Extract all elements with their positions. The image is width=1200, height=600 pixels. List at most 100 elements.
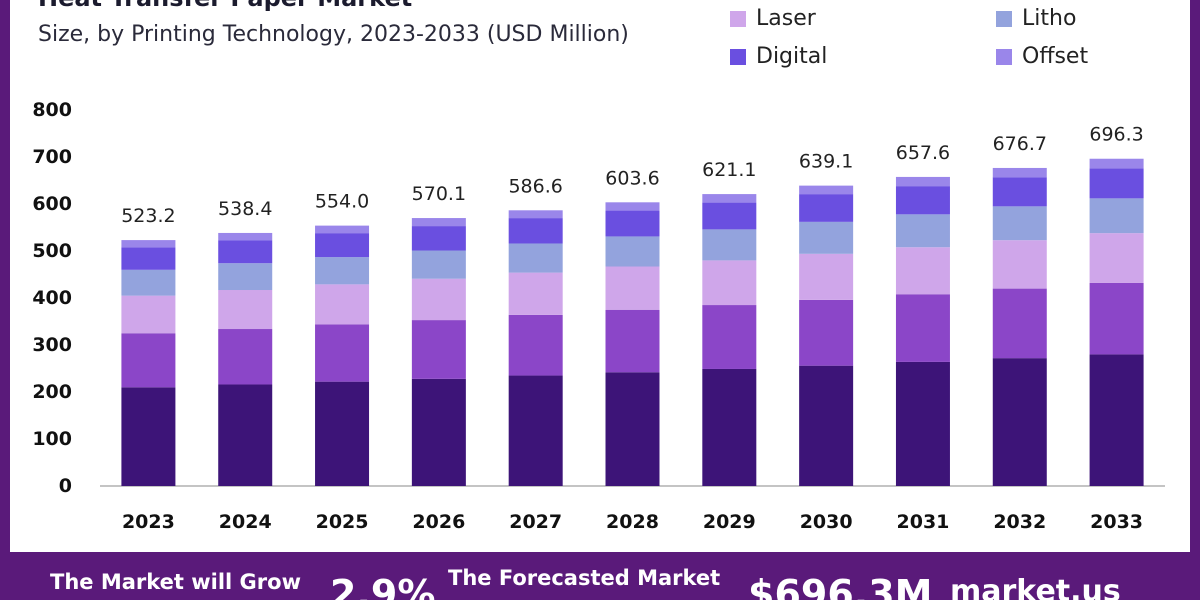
bar-segment bbox=[411, 378, 466, 486]
legend-swatch-laser bbox=[730, 10, 746, 27]
bar-segment bbox=[1089, 168, 1144, 199]
legend-item-offset: Offset bbox=[996, 44, 1088, 69]
bar-segment bbox=[508, 272, 563, 315]
x-tick-label: 2025 bbox=[316, 511, 369, 533]
bar-segment bbox=[218, 290, 273, 330]
bar-total-label: 639.1 bbox=[799, 151, 853, 173]
legend-label-litho: Litho bbox=[1022, 6, 1077, 31]
y-tick-label: 400 bbox=[32, 287, 72, 309]
bar-total-label: 554.0 bbox=[315, 191, 369, 213]
bar-segment bbox=[121, 387, 176, 486]
y-tick-label: 0 bbox=[59, 475, 72, 497]
legend-label-digital: Digital bbox=[756, 44, 828, 69]
y-tick-label: 100 bbox=[32, 428, 72, 450]
y-tick-label: 800 bbox=[32, 99, 72, 121]
bar-segment bbox=[315, 233, 370, 258]
bar-segment bbox=[605, 266, 660, 310]
x-tick-label: 2032 bbox=[993, 511, 1046, 533]
x-tick-label: 2031 bbox=[897, 511, 950, 533]
legend-label-laser: Laser bbox=[756, 6, 816, 31]
bar-segment bbox=[1089, 233, 1144, 283]
bar-segment bbox=[315, 257, 370, 285]
bar-chart: 0 100 200 300 400 500 600 700 800 523.2 2023 538.4 2… bbox=[32, 99, 1165, 533]
bar-segment bbox=[895, 176, 950, 187]
footer-banner: The Market will Grow 2.9% The Forecasted… bbox=[0, 552, 1200, 600]
bar-segment bbox=[218, 232, 273, 241]
bar-total-label: 696.3 bbox=[1089, 124, 1143, 146]
bar-segment bbox=[895, 361, 950, 486]
legend-swatch-digital bbox=[730, 48, 746, 65]
x-tick-label: 2033 bbox=[1090, 511, 1143, 533]
bar-segment bbox=[315, 381, 370, 486]
bar-total-label: 570.1 bbox=[412, 183, 466, 205]
legend-item-laser: Laser bbox=[730, 6, 816, 31]
bar-segment bbox=[605, 372, 660, 486]
bar-segment bbox=[799, 253, 854, 300]
x-tick-label: 2028 bbox=[606, 511, 659, 533]
bar-total-label: 538.4 bbox=[218, 198, 272, 220]
bar-segment bbox=[992, 177, 1047, 207]
legend-swatch-litho bbox=[996, 10, 1012, 27]
footer-grow-text: The Market will Grow bbox=[50, 570, 301, 594]
x-tick-label: 2023 bbox=[122, 511, 175, 533]
legend-label-offset: Offset bbox=[1022, 44, 1089, 69]
bar-segment bbox=[411, 278, 466, 321]
bar-segment bbox=[508, 375, 563, 486]
bar-segment bbox=[702, 229, 757, 261]
x-tick-label: 2026 bbox=[412, 511, 465, 533]
bar-segment bbox=[218, 329, 273, 385]
bar-total-label: 586.6 bbox=[508, 175, 562, 197]
bar-total-label: 676.7 bbox=[993, 133, 1047, 155]
footer-cagr-value: 2.9% bbox=[330, 572, 436, 600]
footer-forecast-value: $696.3M bbox=[748, 572, 933, 600]
bar-segment bbox=[702, 305, 757, 369]
bar-segment bbox=[1089, 282, 1144, 355]
bar-segment bbox=[605, 210, 660, 237]
bar-segment bbox=[605, 202, 660, 211]
bar-segment bbox=[1089, 354, 1144, 486]
bar-segment bbox=[411, 320, 466, 379]
bar-total-label: 523.2 bbox=[121, 205, 175, 227]
y-tick-label: 700 bbox=[32, 146, 72, 168]
bar-segment bbox=[992, 167, 1047, 178]
bar-total-label: 621.1 bbox=[702, 159, 756, 181]
bar-segment bbox=[121, 247, 176, 270]
bar-segment bbox=[121, 269, 176, 296]
legend-item-digital: Digital bbox=[730, 44, 827, 69]
bar-segment bbox=[799, 185, 854, 195]
footer-forecast-text: The Forecasted Market bbox=[448, 566, 721, 590]
bar-total-label: 603.6 bbox=[605, 167, 659, 189]
bar-segment bbox=[992, 240, 1047, 289]
bar-segment bbox=[508, 218, 563, 244]
legend-item-litho: Litho bbox=[996, 6, 1076, 31]
bar-segment bbox=[799, 221, 854, 254]
footer-brand: market.us bbox=[950, 574, 1121, 600]
bar-segment bbox=[702, 260, 757, 306]
bar-segment bbox=[799, 299, 854, 366]
bar-segment bbox=[992, 206, 1047, 241]
x-tick-label: 2029 bbox=[703, 511, 756, 533]
bar-segment bbox=[799, 365, 854, 486]
bar-segment bbox=[121, 295, 176, 334]
chart-subtitle: Size, by Printing Technology, 2023-2033 … bbox=[38, 22, 629, 47]
x-tick-label: 2030 bbox=[800, 511, 853, 533]
bar-segment bbox=[702, 202, 757, 230]
bar-segment bbox=[411, 218, 466, 227]
bar-segment bbox=[895, 294, 950, 362]
bar-segment bbox=[992, 358, 1047, 486]
bar-segment bbox=[315, 225, 370, 234]
bar-segment bbox=[411, 250, 466, 279]
bar-segment bbox=[895, 186, 950, 215]
bar-segment bbox=[799, 194, 854, 222]
bar-segment bbox=[218, 384, 273, 486]
bar-segment bbox=[1089, 158, 1144, 169]
bar-segment bbox=[605, 309, 660, 373]
legend-swatch-offset bbox=[996, 48, 1012, 65]
bar-segment bbox=[218, 240, 273, 264]
bar-segment bbox=[411, 226, 466, 251]
bar-segment bbox=[895, 214, 950, 248]
chart-title: Heat Transfer Paper Market bbox=[38, 0, 412, 12]
bar-segment bbox=[605, 236, 660, 267]
bar-segment bbox=[702, 368, 757, 486]
